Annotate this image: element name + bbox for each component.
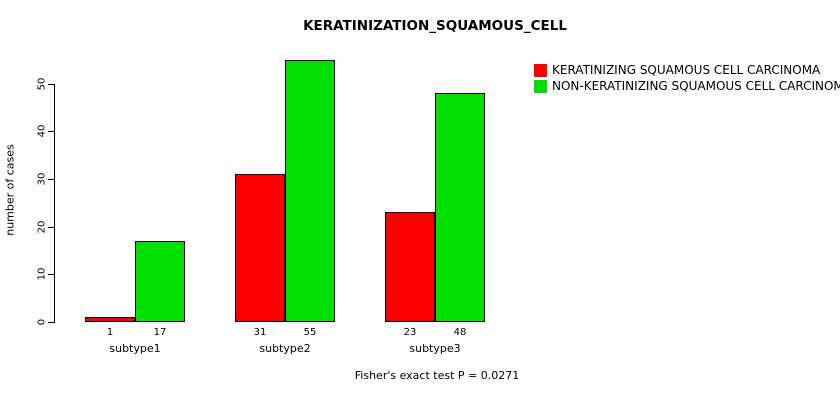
bar [235,174,285,322]
bar [385,212,435,322]
bar-value-label: 48 [453,327,467,338]
legend-label: KERATINIZING SQUAMOUS CELL CARCINOMA [552,63,821,77]
bar-value-label: 31 [253,327,267,338]
category-label: subtype1 [109,342,161,355]
y-tick-label: 0 [36,318,48,326]
y-tick-mark [48,274,54,276]
y-tick-mark [48,178,54,180]
bar [85,317,135,322]
bar-value-label: 23 [403,327,417,338]
legend-item: KERATINIZING SQUAMOUS CELL CARCINOMA [534,63,840,77]
bar-value-label: 55 [303,327,317,338]
annotation-text: Fisher's exact test P = 0.0271 [354,369,520,382]
y-tick-label: 50 [36,77,48,90]
y-axis [54,83,55,323]
legend-swatch [534,79,547,93]
category-label: subtype2 [259,342,311,355]
legend-swatch [534,63,547,77]
chart-title: KERATINIZATION_SQUAMOUS_CELL [303,18,567,34]
bar [285,60,335,322]
bar-value-label: 1 [106,327,114,338]
y-tick-label: 30 [36,172,48,186]
bar [135,241,185,322]
y-tick-label: 40 [36,124,48,138]
y-tick-mark [48,83,54,85]
category-label: subtype3 [409,342,461,355]
legend-item: NON-KERATINIZING SQUAMOUS CELL CARCINOMA [534,79,840,93]
bar-value-label: 17 [153,327,167,338]
legend: KERATINIZING SQUAMOUS CELL CARCINOMA NON… [534,63,840,93]
y-tick-label: 20 [36,220,48,234]
y-tick-label: 10 [36,267,48,281]
legend-label: NON-KERATINIZING SQUAMOUS CELL CARCINOMA [552,79,840,93]
y-tick-mark [48,322,54,323]
y-tick-mark [48,226,54,228]
bar [435,93,485,322]
y-tick-mark [48,131,54,133]
